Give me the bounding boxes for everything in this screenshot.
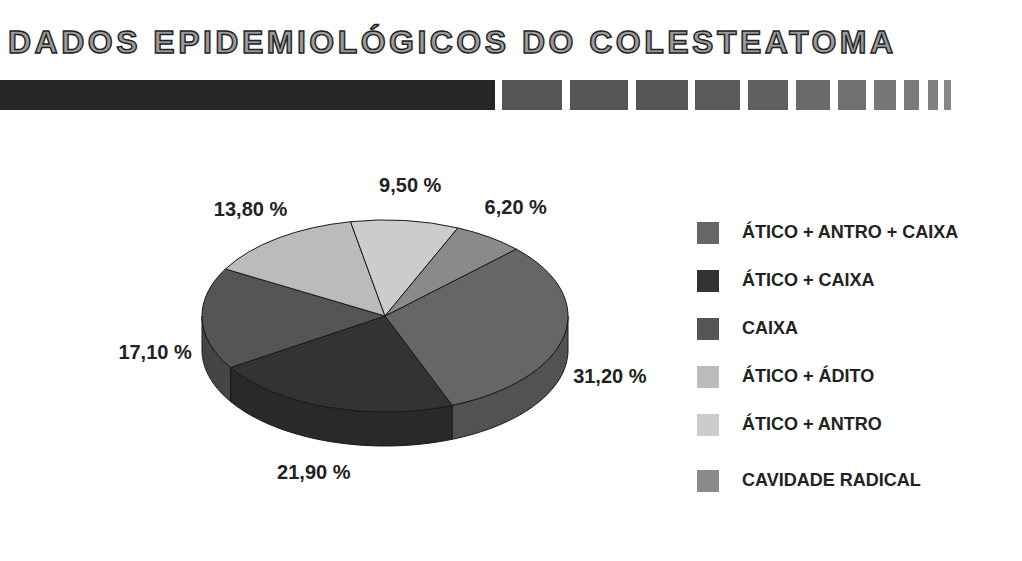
header-bar-block	[695, 80, 740, 110]
legend-swatch	[697, 270, 719, 292]
header-bar	[0, 80, 951, 110]
header-bar-block	[874, 80, 896, 110]
legend: ÁTICO + ANTRO + CAIXA ÁTICO + CAIXA CAIXA Á…	[697, 221, 958, 492]
header-bar-block	[944, 80, 951, 110]
header-bar-block	[748, 80, 788, 110]
legend-label: CAIXA	[742, 318, 798, 338]
pie-top	[202, 220, 568, 412]
header-bar-block	[796, 80, 830, 110]
data-label: 6,20 %	[485, 196, 547, 218]
legend-label: ÁTICO + ANTRO + CAIXA	[742, 221, 958, 242]
legend-label: ÁTICO + CAIXA	[742, 269, 875, 290]
chart: DADOS EPIDEMIOLÓGICOS DO COLESTEATOMA 31,…	[0, 0, 1022, 561]
legend-swatch	[697, 470, 719, 492]
legend-label: CAVIDADE RADICAL	[742, 470, 921, 490]
header-bar-block	[636, 80, 688, 110]
pie	[202, 220, 568, 446]
slice	[385, 228, 516, 316]
legend-swatch	[697, 366, 719, 388]
data-label: 21,90 %	[277, 461, 351, 483]
data-label: 17,10 %	[118, 341, 192, 363]
header-bar-block	[838, 80, 866, 110]
data-label: 13,80 %	[214, 198, 288, 220]
data-label: 9,50 %	[379, 174, 441, 196]
data-label: 31,20 %	[573, 365, 647, 387]
header-bar-block	[502, 80, 562, 110]
legend-swatch	[697, 414, 719, 436]
data-labels: 31,20 % 21,90 % 17,10 % 13,80 % 9,50 % 6,20 %	[118, 174, 646, 483]
title: DADOS EPIDEMIOLÓGICOS DO COLESTEATOMA	[8, 24, 893, 60]
header-bar-block	[928, 80, 938, 110]
header-bar-block	[904, 80, 919, 110]
legend-swatch	[697, 222, 719, 244]
legend-label: ÁTICO + ÁDITO	[742, 365, 874, 386]
header-bar-block	[570, 80, 628, 110]
legend-label: ÁTICO + ANTRO	[742, 413, 882, 434]
header-bar-main	[0, 80, 495, 110]
legend-swatch	[697, 318, 719, 340]
